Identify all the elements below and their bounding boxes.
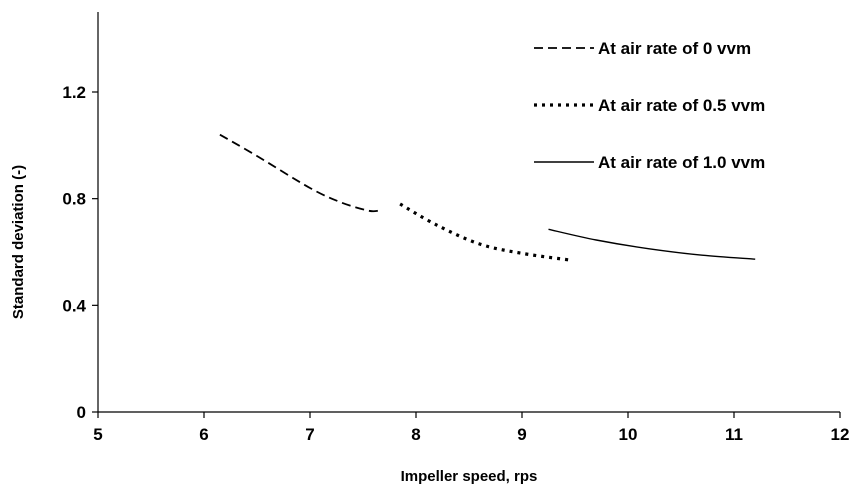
y-tick-label: 0.8 xyxy=(62,190,86,209)
legend-label-1: At air rate of 0 vvm xyxy=(598,39,751,58)
axes xyxy=(97,12,840,413)
legend-label-3: At air rate of 1.0 vvm xyxy=(598,153,765,172)
x-tick-label: 10 xyxy=(619,425,638,444)
y-tick-label: 1.2 xyxy=(62,83,86,102)
y-tick-label: 0 xyxy=(77,403,86,422)
x-tick-label: 5 xyxy=(93,425,102,444)
legend: At air rate of 0 vvm At air rate of 0.5 v… xyxy=(534,39,765,172)
x-axis-ticks: 5 6 7 8 9 10 11 12 xyxy=(93,412,849,444)
x-tick-label: 7 xyxy=(305,425,314,444)
x-axis-title: Impeller speed, rps xyxy=(401,468,538,485)
series-line-3 xyxy=(548,228,756,260)
y-axis-title: Standard deviation (-) xyxy=(10,165,27,319)
x-tick-label: 6 xyxy=(199,425,208,444)
y-axis-ticks: 0 0.4 0.8 1.2 xyxy=(62,83,98,422)
x-tick-label: 9 xyxy=(517,425,526,444)
x-tick-label: 8 xyxy=(411,425,420,444)
legend-label-2: At air rate of 0.5 vvm xyxy=(598,96,765,115)
y-tick-label: 0.4 xyxy=(62,296,86,315)
x-tick-label: 11 xyxy=(725,425,743,444)
x-tick-label: 12 xyxy=(831,425,850,444)
series-line-2 xyxy=(399,202,570,262)
series-layer xyxy=(219,133,756,262)
series-line-1 xyxy=(219,133,379,213)
